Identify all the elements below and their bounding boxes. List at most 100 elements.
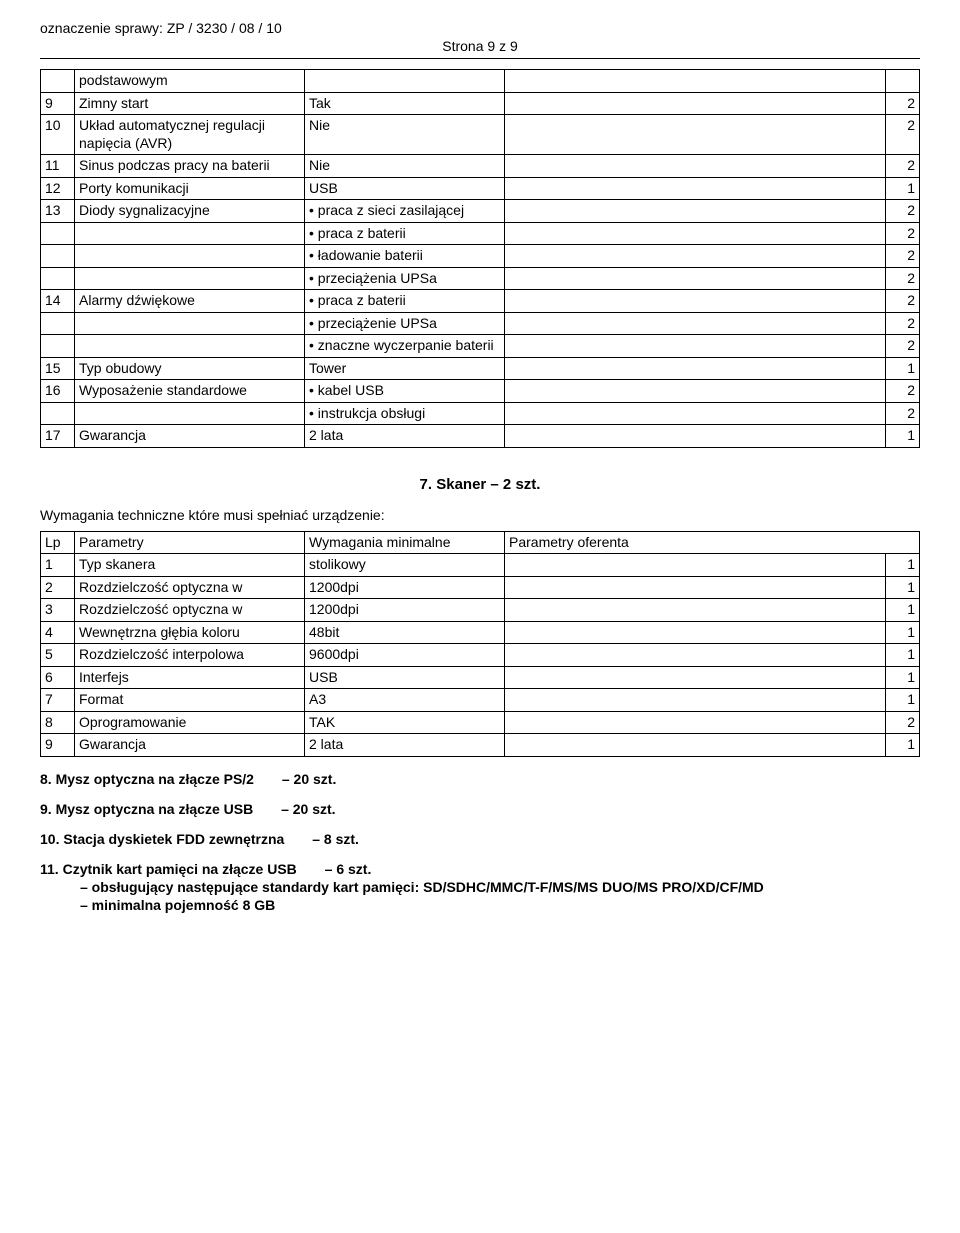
table-cell: [75, 402, 305, 425]
table-cell: 2: [886, 200, 920, 223]
item-8-qty: – 20 szt.: [282, 771, 336, 787]
table-cell: [505, 576, 886, 599]
table-cell: [505, 335, 886, 358]
table-row: 9Zimny startTak2: [41, 92, 920, 115]
table-row: 12Porty komunikacjiUSB1: [41, 177, 920, 200]
table-row: 17Gwarancja2 lata1: [41, 425, 920, 448]
table-cell: [41, 312, 75, 335]
table-cell: [505, 222, 886, 245]
table-cell: [505, 734, 886, 757]
table-cell: Diody sygnalizacyjne: [75, 200, 305, 223]
table-cell: [505, 621, 886, 644]
item-11-sub-2: – minimalna pojemność 8 GB: [80, 897, 920, 913]
table-cell: 9: [41, 734, 75, 757]
table-row: • ładowanie baterii 2: [41, 245, 920, 268]
table-cell: 17: [41, 425, 75, 448]
table-cell: Typ skanera: [75, 554, 305, 577]
table-cell: [505, 644, 886, 667]
table-row: 2Rozdzielczość optyczna w1200dpi1: [41, 576, 920, 599]
table-row: 11Sinus podczas pracy na bateriiNie2: [41, 155, 920, 178]
table-cell: Wewnętrzna głębia koloru: [75, 621, 305, 644]
table-cell: 14: [41, 290, 75, 313]
table-cell: 2 lata: [305, 734, 505, 757]
table-row: • przeciążenie UPSa2: [41, 312, 920, 335]
table-cell: 1: [886, 554, 920, 577]
table-cell: • ładowanie baterii: [305, 245, 505, 268]
table-row: 1Typ skanerastolikowy1: [41, 554, 920, 577]
table-cell: 1: [886, 644, 920, 667]
table-cell: 2: [886, 711, 920, 734]
table-cell: 2: [886, 155, 920, 178]
table-cell: 2: [886, 245, 920, 268]
table-cell: [505, 200, 886, 223]
item-11-sub-1: – obsługujący następujące standardy kart…: [80, 879, 920, 895]
table-cell: 12: [41, 177, 75, 200]
item-11-sublist: – obsługujący następujące standardy kart…: [80, 879, 920, 913]
table-cell: [505, 380, 886, 403]
table-cell: [505, 599, 886, 622]
table-cell: [505, 267, 886, 290]
table-cell: USB: [305, 666, 505, 689]
table-cell: 11: [41, 155, 75, 178]
table-cell: [75, 312, 305, 335]
table-cell: 10: [41, 115, 75, 155]
table-cell: Rozdzielczość optyczna w: [75, 599, 305, 622]
table-cell: [41, 245, 75, 268]
table-cell: 2: [886, 267, 920, 290]
table-cell: [505, 312, 886, 335]
table-cell: 2: [41, 576, 75, 599]
table-header-cell: Parametry: [75, 531, 305, 554]
table-cell: 2: [886, 92, 920, 115]
table-cell: [505, 115, 886, 155]
item-11-qty: – 6 szt.: [325, 861, 372, 877]
table-cell: 5: [41, 644, 75, 667]
table-cell: [41, 402, 75, 425]
table-cell: 2: [886, 115, 920, 155]
table-cell: 1: [886, 734, 920, 757]
table-row: • praca z baterii 2: [41, 222, 920, 245]
table-cell: Format: [75, 689, 305, 712]
table-cell: 1: [886, 177, 920, 200]
table-header-cell: Lp: [41, 531, 75, 554]
table-header-cell: Parametry oferenta: [505, 531, 920, 554]
table-cell: Porty komunikacji: [75, 177, 305, 200]
item-11-label: 11. Czytnik kart pamięci na złącze USB: [40, 861, 297, 877]
page-number: Strona 9 z 9: [40, 38, 920, 54]
document-page: oznaczenie sprawy: ZP / 3230 / 08 / 10 S…: [0, 0, 960, 955]
table-cell: • praca z baterii: [305, 290, 505, 313]
table-cell: Tower: [305, 357, 505, 380]
table-cell: 2: [886, 380, 920, 403]
table-cell: Gwarancja: [75, 425, 305, 448]
table-cell: Układ automatycznej regulacji napięcia (…: [75, 115, 305, 155]
table-cell: [41, 70, 75, 93]
table-header-cell: Wymagania minimalne: [305, 531, 505, 554]
table-cell: 1: [886, 357, 920, 380]
table-cell: [505, 711, 886, 734]
table-cell: 1200dpi: [305, 576, 505, 599]
table-cell: • kabel USB: [305, 380, 505, 403]
table-cell: Zimny start: [75, 92, 305, 115]
table-cell: [505, 425, 886, 448]
table-cell: • przeciążenie UPSa: [305, 312, 505, 335]
table-cell: 1: [886, 599, 920, 622]
table-cell: [505, 357, 886, 380]
table-cell: 2: [886, 402, 920, 425]
table-cell: [41, 222, 75, 245]
table-cell: podstawowym: [75, 70, 305, 93]
table-row: 10Układ automatycznej regulacji napięcia…: [41, 115, 920, 155]
table-cell: • praca z baterii: [305, 222, 505, 245]
table-row: • przeciążenia UPSa2: [41, 267, 920, 290]
table-cell: Sinus podczas pracy na baterii: [75, 155, 305, 178]
table-row: 9Gwarancja2 lata1: [41, 734, 920, 757]
table-cell: [505, 290, 886, 313]
table-row: • instrukcja obsługi2: [41, 402, 920, 425]
table-cell: Alarmy dźwiękowe: [75, 290, 305, 313]
item-10-qty: – 8 szt.: [312, 831, 359, 847]
table-cell: 1: [886, 689, 920, 712]
table-cell: [305, 70, 505, 93]
table-cell: 2: [886, 222, 920, 245]
table-cell: 13: [41, 200, 75, 223]
table-cell: [886, 70, 920, 93]
table-cell: [75, 335, 305, 358]
table-cell: [41, 335, 75, 358]
